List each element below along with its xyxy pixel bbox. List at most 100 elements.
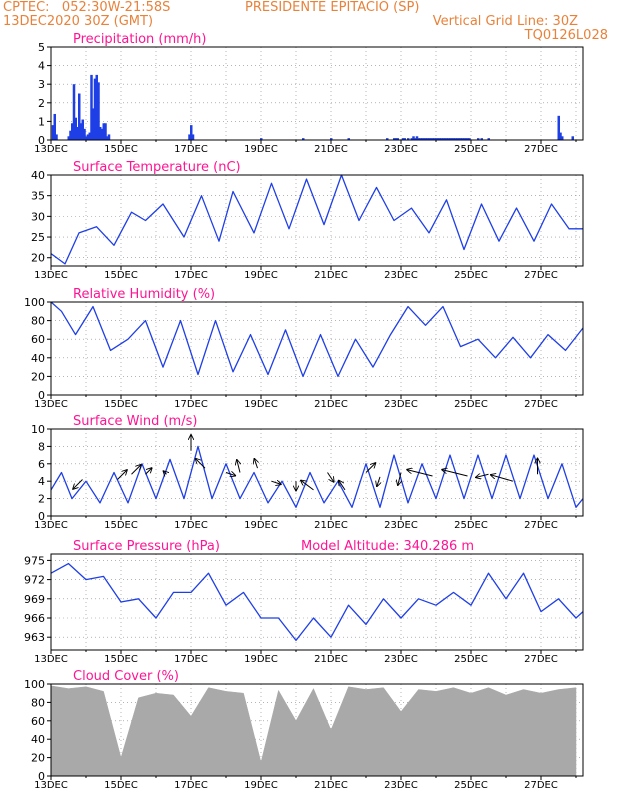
humidity-frame — [50, 301, 584, 396]
pressure-line — [50, 562, 584, 642]
precipitation-bar — [85, 136, 88, 140]
humidity-ytick-label: 100 — [24, 296, 45, 309]
wind-xtick-label: 15DEC — [104, 520, 138, 531]
precipitation-bar — [90, 74, 93, 140]
wind-frame — [50, 428, 584, 517]
temperature-ytick-label: 35 — [31, 190, 45, 203]
precipitation-bar — [477, 138, 480, 140]
precipitation-bar — [302, 138, 305, 140]
humidity-xtick-label: 17DEC — [174, 399, 208, 410]
precipitation-ytick-label: 5 — [38, 41, 45, 54]
precipitation-bar — [449, 138, 452, 140]
humidity-xtick-label: 27DEC — [524, 399, 558, 410]
precipitation-bar — [561, 136, 564, 140]
precipitation-bar — [480, 138, 483, 140]
precipitation-bar — [557, 115, 560, 140]
precipitation-bar — [464, 138, 468, 140]
precipitation-bar — [79, 123, 83, 140]
precipitation-ytick-label: 1 — [38, 115, 45, 128]
wind-arrow — [225, 473, 236, 476]
precipitation-bar — [450, 138, 454, 140]
wind-arrow — [327, 472, 334, 483]
precipitation-bar — [55, 134, 58, 140]
precipitation-bar — [191, 134, 195, 140]
wind-xtick-label: 21DEC — [314, 520, 348, 531]
cloud-ytick-label: 80 — [31, 696, 45, 709]
precipitation-ytick-label: 4 — [38, 60, 45, 73]
temperature-ytick-label: 30 — [31, 210, 45, 223]
cloud-xtick-label: 15DEC — [104, 780, 138, 791]
humidity-line — [50, 301, 584, 378]
precipitation-bar — [435, 138, 438, 140]
precipitation-bar — [386, 138, 389, 140]
wind-xtick-label: 13DEC — [34, 520, 68, 531]
wind-ytick-label: 6 — [38, 458, 45, 471]
wind-arrow — [442, 470, 468, 477]
cloud-title: Cloud Cover (%) — [73, 669, 179, 684]
wind-arrow — [398, 472, 401, 486]
pressure-annotation: Model Altitude: 340.286 m — [301, 539, 474, 554]
humidity-ytick-label: 20 — [31, 370, 45, 383]
precipitation-bar — [466, 138, 469, 140]
precipitation-xtick-label: 21DEC — [314, 144, 348, 155]
wind-xtick-label: 23DEC — [384, 520, 418, 531]
precipitation-bar — [93, 78, 97, 140]
temperature-xtick-label: 23DEC — [384, 270, 418, 281]
pressure-title: Surface Pressure (hPa) — [73, 539, 220, 554]
precipitation-bar — [83, 128, 86, 140]
wind-line — [50, 445, 584, 508]
wind-ytick-label: 0 — [38, 510, 45, 523]
precipitation-bar — [445, 138, 448, 140]
precipitation-bar — [571, 136, 574, 140]
precipitation-ytick-label: 0 — [38, 134, 45, 147]
wind-xtick-label: 19DEC — [244, 520, 278, 531]
wind-ytick-label: 8 — [38, 440, 45, 453]
wind-ytick-label: 4 — [38, 475, 45, 488]
precipitation-bar — [431, 138, 434, 140]
precipitation-bar — [78, 93, 81, 140]
cloud-xtick-label: 25DEC — [454, 780, 488, 791]
precipitation-title: Precipitation (mm/h) — [73, 32, 206, 47]
wind-arrow — [491, 475, 514, 482]
precipitation-bar — [74, 117, 77, 140]
cloud-ytick-label: 100 — [24, 678, 45, 691]
header-model-code: TQ0126L028 — [524, 28, 608, 43]
precipitation-bar — [71, 123, 74, 140]
precipitation-bar — [407, 138, 410, 140]
cloud-cover-area — [50, 685, 577, 777]
precipitation-bar — [86, 134, 90, 140]
temperature-xtick-label: 13DEC — [34, 270, 68, 281]
temperature-xtick-label: 21DEC — [314, 270, 348, 281]
precipitation-bar — [447, 138, 450, 140]
cloud-xtick-label: 19DEC — [244, 780, 278, 791]
precipitation-bar — [403, 138, 406, 140]
wind-arrow — [271, 481, 282, 484]
precipitation-bar — [454, 138, 457, 140]
wind-ytick-label: 2 — [38, 493, 45, 506]
wind-arrow — [254, 459, 257, 469]
wind-arrow — [145, 468, 152, 475]
wind-arrow — [131, 465, 142, 475]
precipitation-bar — [106, 136, 109, 140]
precipitation-ytick-label: 2 — [38, 97, 45, 110]
precipitation-bar — [396, 138, 399, 140]
wind-ytick-label: 10 — [31, 423, 45, 436]
wind-xtick-label: 27DEC — [524, 520, 558, 531]
wind-arrow — [117, 470, 128, 480]
wind-arrow — [73, 479, 83, 489]
pressure-xtick-label: 17DEC — [174, 654, 208, 665]
precipitation-bar — [51, 125, 55, 140]
precipitation-bar — [190, 125, 193, 140]
humidity-title: Relative Humidity (%) — [73, 287, 215, 302]
temperature-frame — [50, 174, 584, 267]
precipitation-bar — [428, 138, 431, 140]
precipitation-bar — [99, 126, 102, 140]
wind-arrow — [407, 470, 433, 477]
pressure-ytick-label: 975 — [24, 554, 45, 567]
precipitation-bar — [410, 138, 413, 140]
precipitation-frame — [50, 46, 584, 141]
cloud-xtick-label: 23DEC — [384, 780, 418, 791]
precipitation-bar — [426, 138, 429, 140]
pressure-xtick-label: 23DEC — [384, 654, 418, 665]
precipitation-bar — [188, 134, 191, 140]
